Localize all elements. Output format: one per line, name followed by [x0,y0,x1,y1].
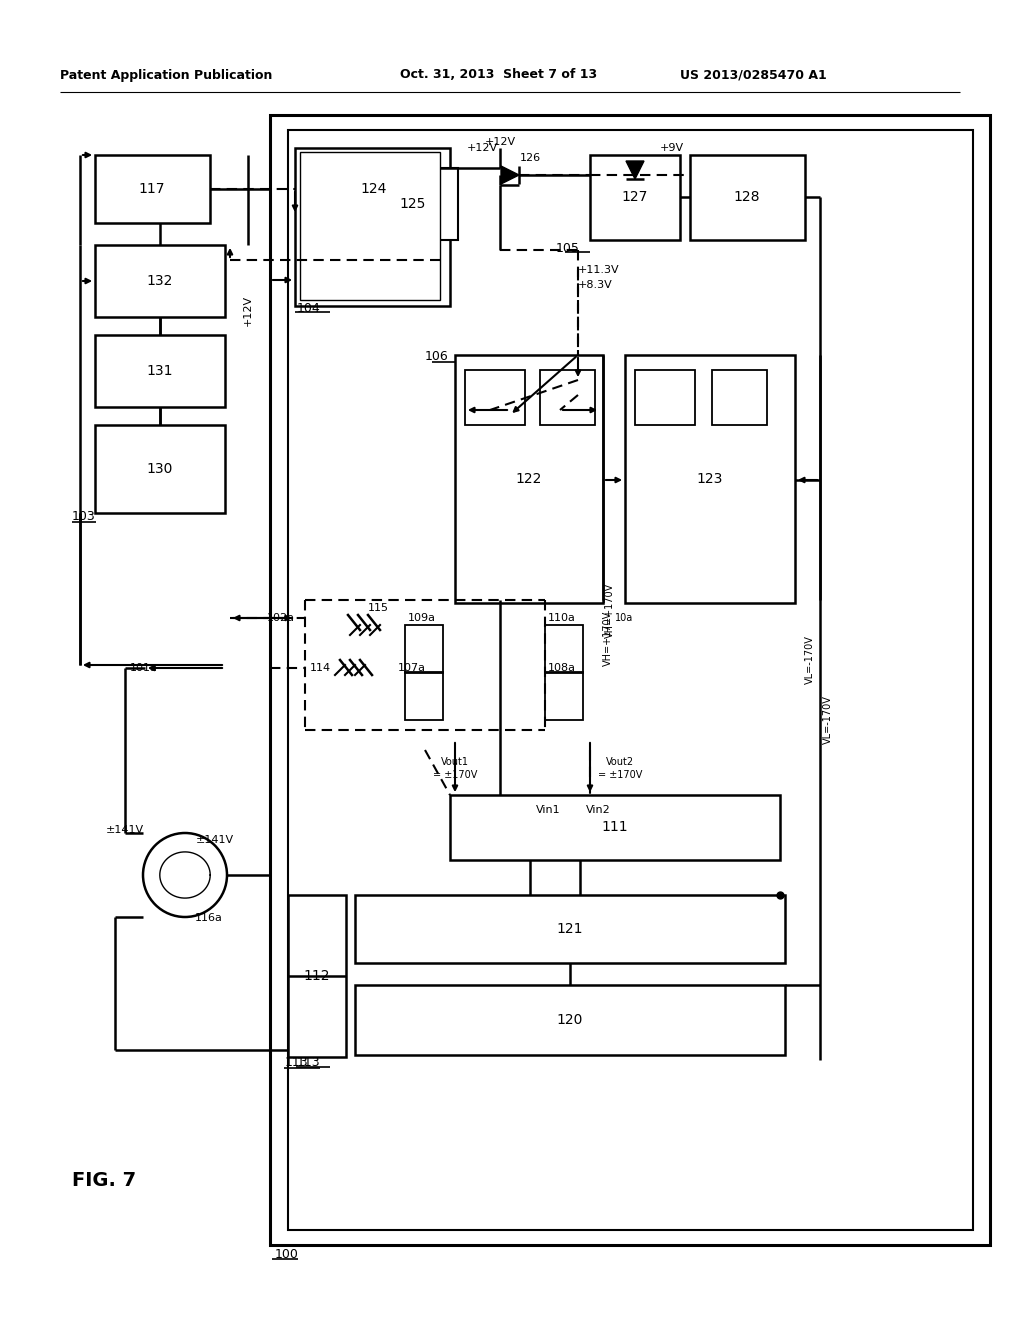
Text: 10a: 10a [615,612,633,623]
Text: VH=+170V: VH=+170V [605,582,615,638]
Bar [288,129,973,1230]
Text: 127: 127 [622,190,648,205]
Text: Oct. 31, 2013  Sheet 7 of 13: Oct. 31, 2013 Sheet 7 of 13 [400,69,597,82]
Text: 104: 104 [297,301,321,314]
Bar [455,355,603,603]
Text: 113: 113 [285,1056,308,1069]
Bar [406,624,443,673]
Text: = ±170V: = ±170V [598,770,642,780]
Bar [712,370,767,425]
Text: 115: 115 [368,603,389,612]
Text: 132: 132 [146,275,173,288]
Text: 100: 100 [275,1249,299,1262]
Text: +12V: +12V [484,137,515,147]
Bar [295,148,450,306]
Text: +12V: +12V [243,294,253,326]
Bar [625,355,795,603]
Text: VL=-170V: VL=-170V [823,696,833,744]
Bar [590,154,680,240]
Text: VL=-170V: VL=-170V [805,635,815,685]
Bar [270,115,990,1245]
Text: ±141V: ±141V [105,825,144,836]
Text: 121: 121 [557,921,584,936]
Text: 130: 130 [146,462,173,477]
Bar [635,370,695,425]
Bar [406,672,443,719]
Text: 117: 117 [138,182,165,195]
Bar [95,425,225,513]
Text: +11.3V: +11.3V [578,265,620,275]
Text: 110a: 110a [548,612,575,623]
Polygon shape [501,166,519,183]
Bar [545,624,583,673]
Text: 112: 112 [304,969,331,983]
Text: 108a: 108a [548,663,575,673]
Bar [450,795,780,861]
Text: 122: 122 [516,473,542,486]
Text: 106: 106 [424,351,449,363]
Bar [288,895,346,1057]
Text: 131: 131 [146,364,173,378]
Text: FIG. 7: FIG. 7 [72,1171,136,1189]
Text: 107a: 107a [398,663,426,673]
Text: 123: 123 [696,473,723,486]
Bar [465,370,525,425]
Text: Patent Application Publication: Patent Application Publication [60,69,272,82]
Text: 114: 114 [310,663,331,673]
Text: +9V: +9V [659,143,684,153]
Text: 109a: 109a [408,612,436,623]
Text: Vin2: Vin2 [586,805,610,814]
Bar [310,158,438,220]
Polygon shape [626,161,644,180]
Text: 113: 113 [297,1056,321,1068]
Bar [95,246,225,317]
Text: Vout1: Vout1 [441,756,469,767]
Text: 111: 111 [602,820,629,834]
Bar [95,335,225,407]
Text: 102a: 102a [267,612,295,623]
Text: 116a: 116a [195,913,223,923]
Bar [368,168,458,240]
Text: Vout2: Vout2 [606,756,634,767]
Text: +12V: +12V [467,143,498,153]
Text: 103: 103 [72,511,96,524]
Text: 126: 126 [520,153,541,162]
Text: 124: 124 [360,182,387,195]
Text: 101a: 101a [130,663,158,673]
Bar [300,152,440,300]
Text: 105: 105 [556,242,580,255]
Text: ±141V: ±141V [196,836,234,845]
Text: 120: 120 [557,1012,584,1027]
Text: +8.3V: +8.3V [578,280,612,290]
Text: US 2013/0285470 A1: US 2013/0285470 A1 [680,69,826,82]
Bar [355,985,785,1055]
Bar [690,154,805,240]
Bar [95,154,210,223]
Bar [355,895,785,964]
Text: Vin1: Vin1 [536,805,560,814]
Bar [540,370,595,425]
Text: VH=+170V: VH=+170V [603,610,613,665]
Text: = ±170V: = ±170V [433,770,477,780]
Text: 125: 125 [399,197,426,211]
Text: 128: 128 [734,190,760,205]
Bar [545,672,583,719]
